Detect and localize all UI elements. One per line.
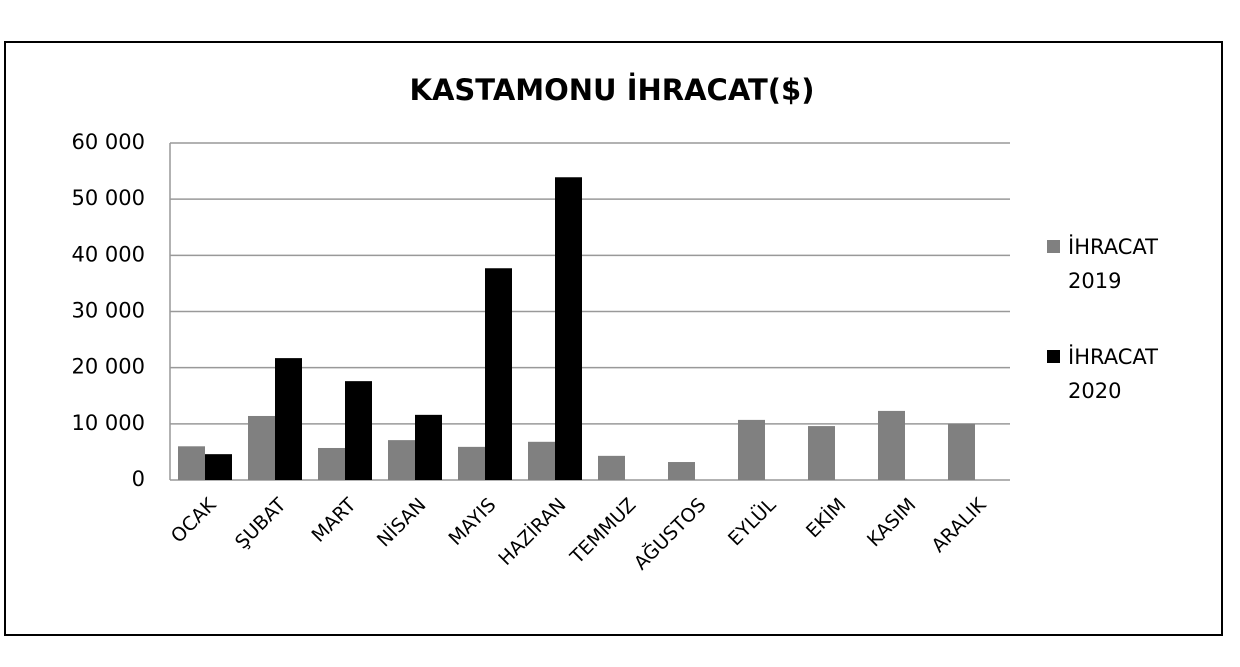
y-tick-label: 20 000 [72,355,145,379]
bar [388,440,415,480]
bar [808,426,835,480]
legend-item: İHRACAT 2020 [1047,344,1188,408]
bar [555,177,582,481]
y-tick-label: 60 000 [72,130,145,154]
bar [948,423,975,480]
bar [248,415,275,480]
legend-swatch [1047,350,1060,363]
bar [178,446,205,480]
legend-item: İHRACAT 2019 [1047,234,1188,298]
bar [345,381,372,480]
bar [738,419,765,480]
y-tick-label: 50 000 [72,186,145,210]
bar [528,441,555,480]
chart-border [4,41,1223,636]
legend-swatch [1047,240,1060,253]
bar [458,446,485,480]
bar [668,462,695,480]
bar [415,414,442,480]
bar [318,447,345,480]
y-tick-label: 0 [132,467,145,491]
y-tick-label: 10 000 [72,411,145,435]
bar [275,358,302,480]
legend-label: İHRACAT 2020 [1068,345,1158,403]
bar [598,455,625,480]
bar [485,268,512,480]
legend-label: İHRACAT 2019 [1068,235,1158,293]
y-tick-label: 30 000 [72,299,145,323]
y-tick-label: 40 000 [72,242,145,266]
bar [205,454,232,480]
bar [878,410,905,480]
chart-title: KASTAMONU İHRACAT($) [410,73,815,107]
